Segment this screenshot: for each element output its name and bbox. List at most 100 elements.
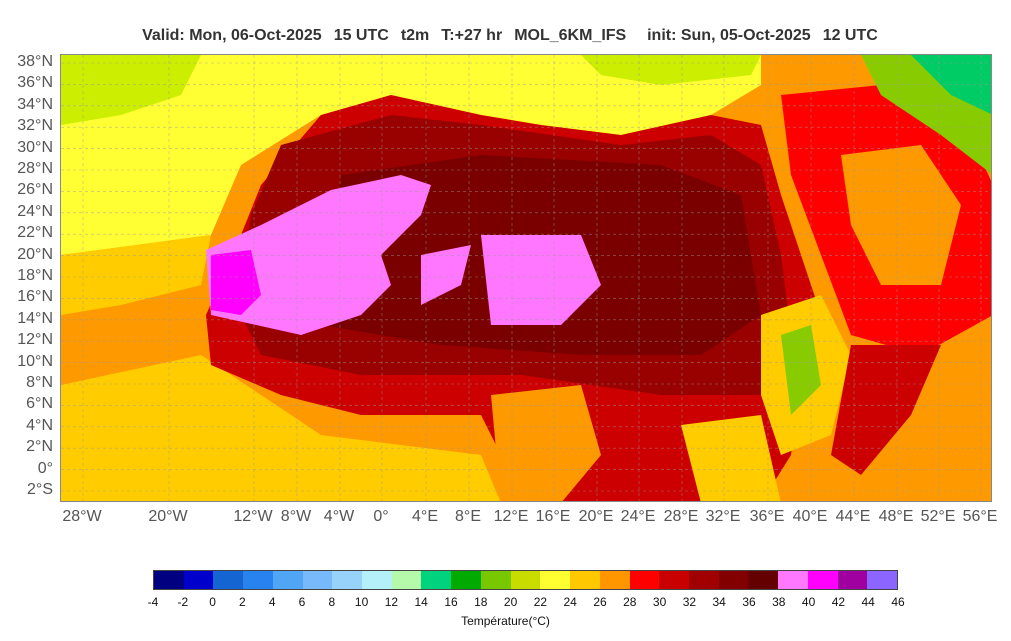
map-gridlines [61, 55, 991, 501]
longitude-label: 52°E [920, 508, 956, 525]
colorbar-cell [837, 571, 868, 589]
colorbar-cell [688, 571, 719, 589]
colorbar-cell [213, 571, 244, 589]
mediterranean-cool [581, 55, 761, 85]
colorbar-cell [867, 571, 897, 589]
latitude-label: 32°N [17, 117, 53, 135]
colorbar-tick-label: 4 [268, 595, 276, 609]
congo-basin [491, 385, 601, 501]
colorbar-cell [451, 571, 481, 589]
colorbar-tick-label: 2 [239, 595, 246, 609]
latitude-label: 0° [37, 459, 53, 477]
colorbar-cell [362, 571, 392, 589]
colorbar-cell [480, 571, 511, 589]
longitude-label: 4°E [412, 508, 438, 525]
map-canvas [61, 55, 991, 501]
temperature-colorbar [153, 570, 898, 590]
colorbar-tick-label: 6 [298, 595, 306, 609]
longitude-label: 48°E [878, 508, 914, 525]
latitude-label: 36°N [17, 74, 53, 92]
longitude-label: 16°E [535, 508, 571, 525]
latitude-label: 2°N [26, 438, 53, 456]
colorbar-tick-label: 30 [652, 595, 667, 609]
gulf-of-guinea-area [61, 355, 501, 501]
valid-hour: 15 UTC [333, 27, 389, 44]
latitude-label: 28°N [17, 160, 53, 177]
longitude-label: 56°E [962, 508, 998, 525]
longitude-label: 8°E [455, 508, 481, 525]
colorbar-tick-label: 44 [861, 595, 875, 609]
longitude-label: 12°E [493, 508, 529, 525]
atlantic-mid-area [61, 235, 211, 315]
longitude-label: 36°E [749, 508, 785, 525]
latitude-label: 8°N [26, 374, 53, 391]
colorbar-tick-label: 18 [474, 595, 488, 609]
latitude-label: 26°N [17, 181, 53, 199]
latitude-label: 6°N [26, 395, 53, 413]
west-sahara-extreme [206, 175, 431, 335]
colorbar-tick-label: 14 [414, 595, 428, 609]
colorbar-cell [659, 571, 689, 589]
longitude-label: 32°E [705, 508, 741, 525]
latitude-label: 30°N [17, 138, 53, 156]
longitude-label: 40°E [792, 508, 828, 525]
colorbar-tick-label: 8 [328, 595, 336, 609]
colorbar-cell [807, 571, 838, 589]
colorbar-cell [748, 571, 779, 589]
latitude-label: 34°N [17, 95, 53, 113]
longitude-label: 0° [373, 508, 389, 525]
latitude-label: 16°N [17, 288, 53, 306]
longitude-label: 8°W [280, 508, 312, 525]
colorbar-tick-label: 24 [563, 595, 577, 609]
colorbar-tick-label: 32 [682, 595, 697, 609]
colorbar-label: Température(°C) [461, 614, 550, 628]
colorbar-cell [540, 571, 571, 589]
model-name: MOL_6KM_IFS [514, 27, 627, 44]
longitude-label: 20°E [578, 508, 614, 525]
colorbar-tick-label: 16 [444, 595, 458, 609]
longitude-label: 28°W [62, 508, 102, 525]
longitude-label: 28°E [663, 508, 699, 525]
colorbar-cell [421, 571, 452, 589]
colorbar-tick-label: 10 [354, 595, 369, 609]
map-title: Valid: Mon, 06-Oct-2025 15 UTC t2m T:+27 hr… [0, 9, 1011, 45]
colorbar-cell [599, 571, 630, 589]
colorbar-cell [183, 571, 214, 589]
latitude-label: 14°N [17, 309, 53, 327]
colorbar-cell [302, 571, 333, 589]
colorbar-tick-label: 28 [623, 595, 637, 609]
colorbar-cell [629, 571, 660, 589]
niger-extreme [481, 235, 601, 325]
colorbar-tick-label: -4 [147, 595, 159, 609]
colorbar-tick-label: 36 [742, 595, 756, 609]
valid-date: Valid: Mon, 06-Oct-2025 [142, 27, 322, 44]
colorbar-cell [243, 571, 273, 589]
colorbar-tick-label: 20 [503, 595, 518, 609]
mauritania-peak [211, 250, 261, 315]
longitude-label: 24°E [620, 508, 656, 525]
longitude-label: 44°E [835, 508, 871, 525]
east-africa-lakes [681, 415, 781, 501]
arabian-interior [841, 145, 961, 285]
horn-of-africa [831, 345, 941, 475]
latitude-label: 38°N [17, 53, 53, 70]
colorbar-tick-label: 38 [772, 595, 786, 609]
colorbar-tick-label: 34 [712, 595, 726, 609]
mali-extreme [421, 245, 471, 305]
latitude-label: 22°N [17, 224, 53, 242]
latitude-label: 2°S [27, 481, 53, 498]
init-hour: 12 UTC [822, 27, 878, 44]
colorbar-cell [510, 571, 541, 589]
latitude-label: 12°N [17, 331, 53, 349]
colorbar-cell [778, 571, 808, 589]
lead-time: T:+27 hr [441, 27, 503, 44]
latitude-label: 24°N [17, 202, 53, 220]
colorbar-tick-label: 40 [801, 595, 816, 609]
colorbar-tick-label: 22 [533, 595, 548, 609]
colorbar-tick-label: -2 [177, 595, 189, 609]
colorbar-tick-label: 46 [891, 595, 905, 609]
longitude-label: 12°W [233, 508, 273, 525]
latitude-label: 20°N [17, 245, 53, 263]
latitude-label: 4°N [26, 416, 53, 434]
colorbar-cell [718, 571, 749, 589]
